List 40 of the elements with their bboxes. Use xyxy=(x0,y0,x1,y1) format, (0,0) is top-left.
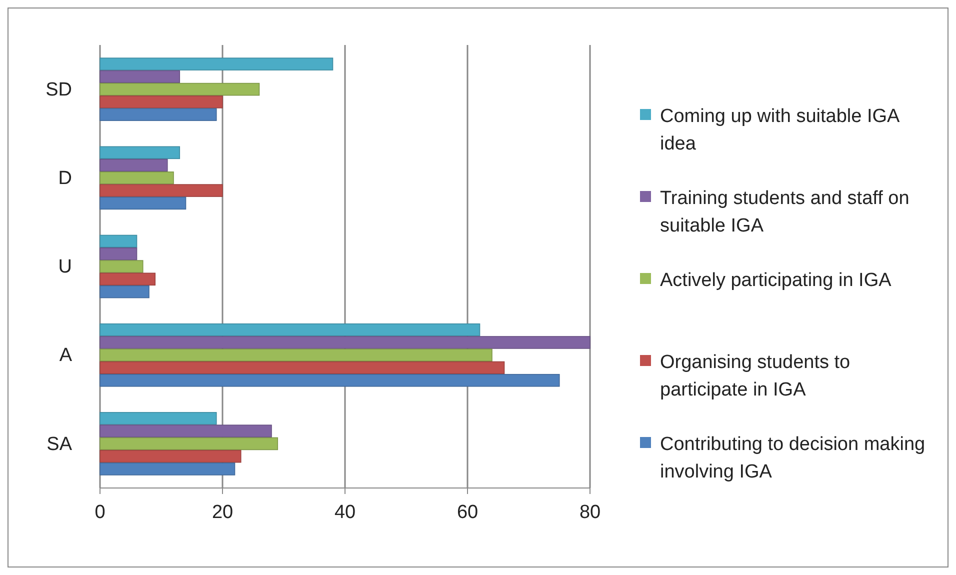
bar xyxy=(100,158,168,172)
bar xyxy=(100,462,236,476)
legend-label: Organising students to participate in IGA xyxy=(660,352,850,401)
bar xyxy=(100,108,217,121)
bar xyxy=(100,184,223,197)
x-tick-label: 40 xyxy=(334,502,356,523)
bar xyxy=(100,82,260,96)
bar xyxy=(100,172,174,184)
bar xyxy=(100,348,492,362)
legend-label: Coming up with suitable IGA idea xyxy=(660,106,900,155)
bar xyxy=(100,450,242,463)
y-tick-label: U xyxy=(58,256,72,278)
bar xyxy=(100,196,186,210)
bar xyxy=(100,361,505,374)
x-tick-label: 20 xyxy=(212,502,234,523)
bar xyxy=(100,374,560,387)
x-tick-label: 0 xyxy=(94,502,106,523)
x-tick-label: 80 xyxy=(579,502,601,523)
legend-label: Contributing to decision making involving IGA xyxy=(660,434,926,483)
y-tick-label: SA xyxy=(46,434,72,455)
bar xyxy=(100,285,150,298)
bar xyxy=(100,96,223,108)
bar xyxy=(100,437,278,450)
bar xyxy=(100,58,334,70)
bar xyxy=(100,424,272,438)
bar xyxy=(100,260,144,273)
bar xyxy=(100,272,156,286)
bar xyxy=(100,412,217,425)
legend-label: Actively participating in IGA xyxy=(660,270,892,291)
bar xyxy=(100,234,138,248)
y-tick-label: A xyxy=(59,345,72,366)
bar xyxy=(100,336,590,349)
bar xyxy=(100,323,480,336)
legend-label: Training students and staff on suitable IGA xyxy=(660,188,910,237)
y-tick-label: SD xyxy=(46,79,72,100)
y-tick-label: D xyxy=(58,168,72,189)
bar xyxy=(100,247,138,260)
x-tick-label: 60 xyxy=(456,502,478,523)
bar xyxy=(100,70,180,84)
bar xyxy=(100,146,180,160)
